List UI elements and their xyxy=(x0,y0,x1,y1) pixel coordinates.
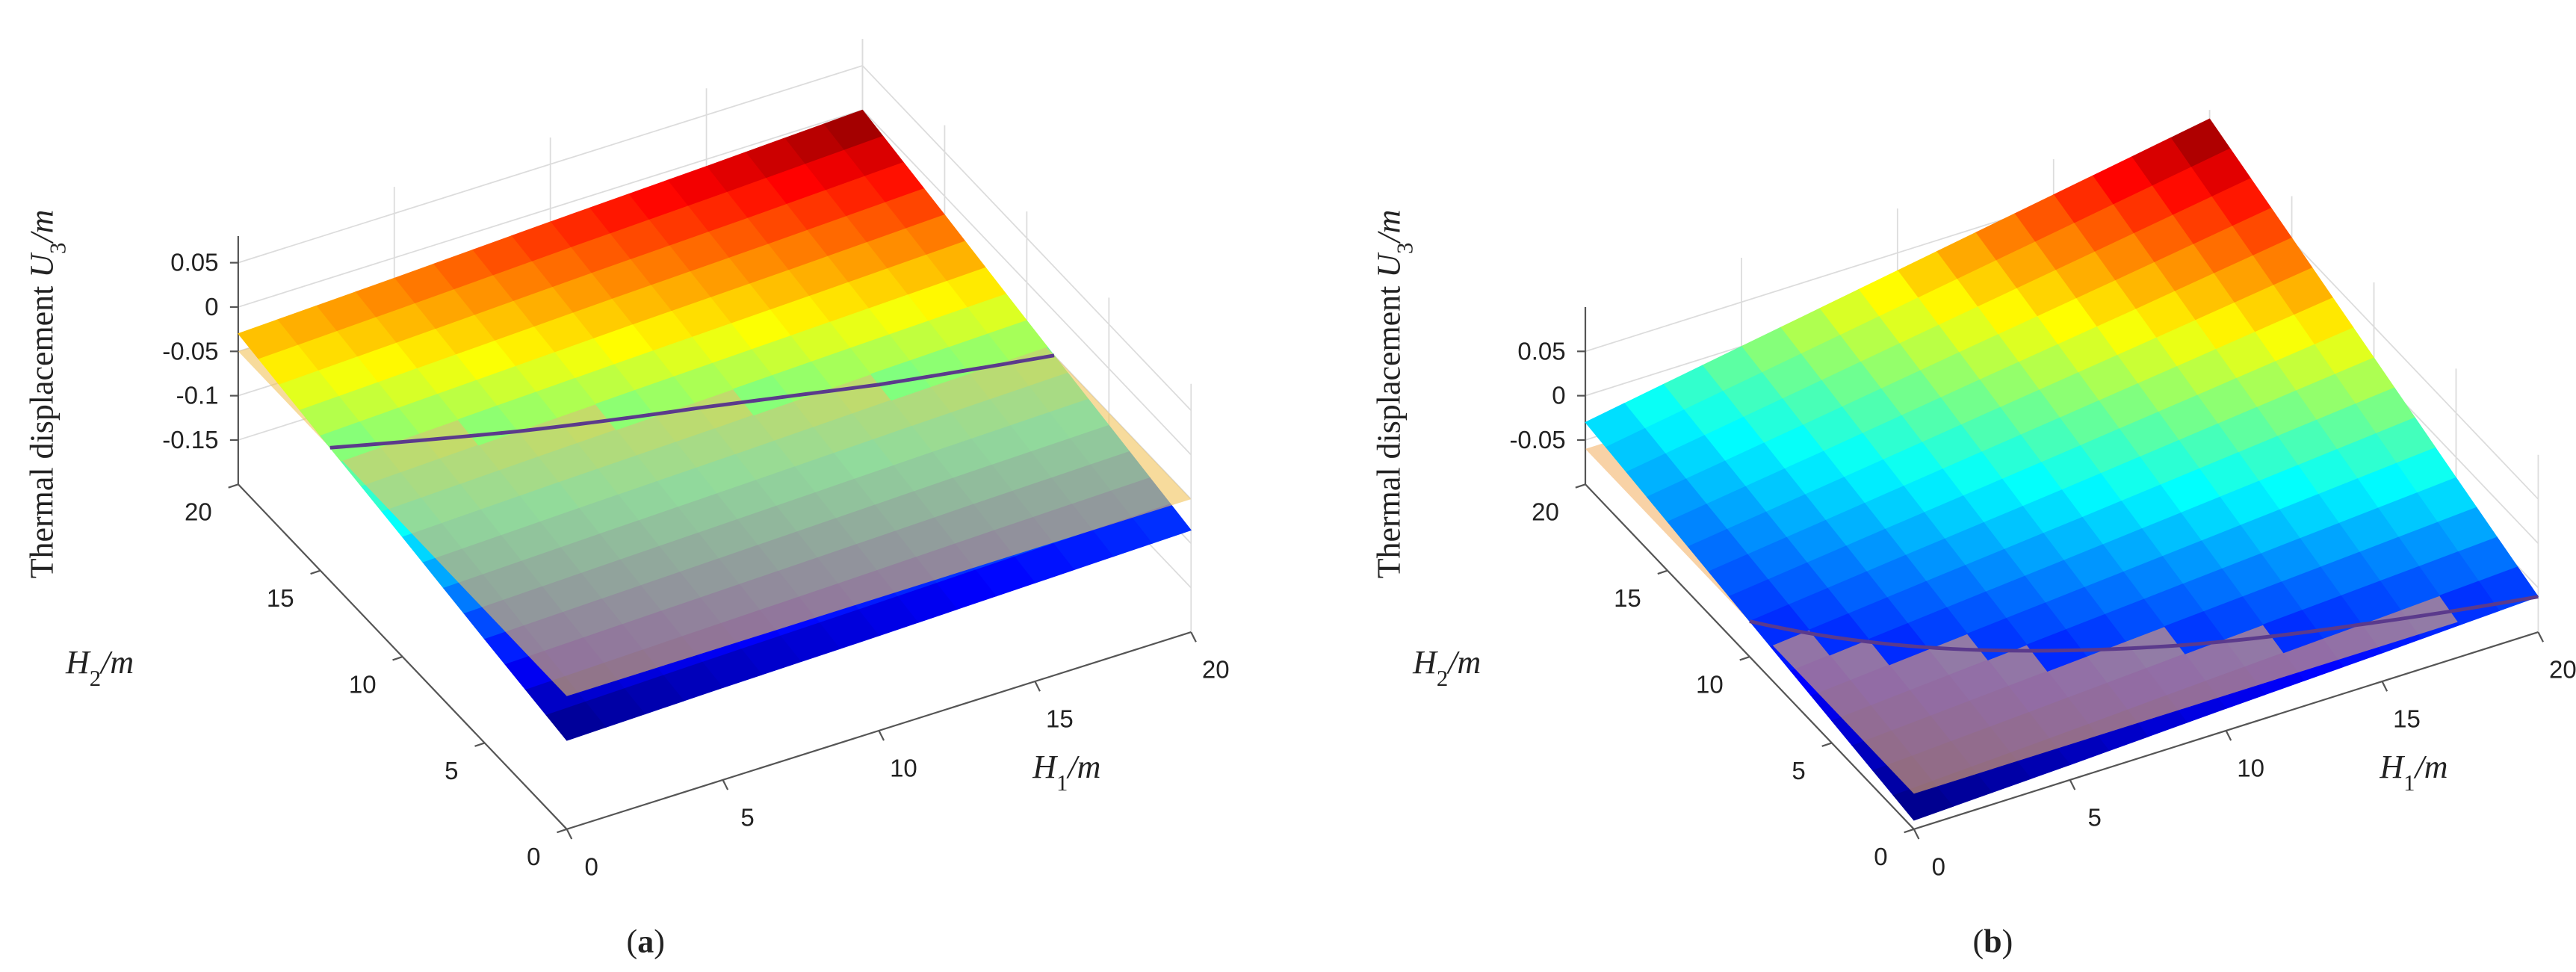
y-tick xyxy=(474,742,486,747)
z-axis-label: Thermal displacement U3/m xyxy=(1371,210,1418,579)
z-tick-label: -0.1 xyxy=(176,382,219,409)
x-axis-label-part: 1 xyxy=(1056,770,1068,796)
x-tick-label: 5 xyxy=(2088,803,2102,831)
x-tick-label: 10 xyxy=(2237,754,2264,781)
panel-label: (b) xyxy=(1972,923,2013,960)
x-tick xyxy=(2069,779,2076,790)
y-tick xyxy=(1821,742,1833,747)
x-axis-label-part: /m xyxy=(2413,749,2448,785)
y-tick xyxy=(392,656,403,661)
y-tick-label: 10 xyxy=(1696,670,1724,698)
y-axis-label-part: 2 xyxy=(1437,666,1448,691)
x-tick-label: 20 xyxy=(2549,656,2576,684)
y-tick xyxy=(557,828,567,834)
y-axis-label-part: H xyxy=(65,644,91,681)
x-tick-label: 10 xyxy=(890,754,917,781)
y-axis-label-part: H xyxy=(1412,644,1438,681)
x-tick xyxy=(1190,631,1197,643)
x-axis-label-part: H xyxy=(1032,749,1058,785)
x-tick xyxy=(566,829,573,840)
y-tick-label: 0 xyxy=(1874,843,1887,870)
y-tick-label: 20 xyxy=(1532,498,1559,526)
z-axis-label: Thermal displacement U3/m xyxy=(23,210,70,579)
x-tick xyxy=(878,730,885,741)
panel: 0 5 10 15 20 0 5 10 15 20 -0.15 -0.1 -0.05 0 0.05 Therm… xyxy=(23,39,1230,960)
x-tick xyxy=(2381,681,2388,692)
y-tick-label: 20 xyxy=(185,498,212,526)
intersection-curve xyxy=(329,353,1055,450)
z-tick-label: 0 xyxy=(205,293,218,321)
panel-label-part: ) xyxy=(2002,923,2013,960)
x-axis-label: H1/m xyxy=(1032,749,1100,796)
surface-cell xyxy=(2439,581,2500,625)
y-tick xyxy=(1904,828,1915,834)
x-tick-label: 0 xyxy=(584,852,598,880)
surface-cell xyxy=(1808,613,1870,656)
panel-label: (a) xyxy=(627,923,665,960)
x-tick-label: 20 xyxy=(1202,656,1230,684)
y-tick xyxy=(310,569,321,575)
z-axis-label-part: /m xyxy=(23,210,60,245)
z-axis-label-part: 3 xyxy=(45,243,70,254)
x-axis-label-part: /m xyxy=(1065,749,1100,785)
panel-label-part: ( xyxy=(1972,923,1984,960)
y-tick xyxy=(228,483,239,489)
surface-cell xyxy=(732,375,793,416)
y-tick-label: 5 xyxy=(445,757,458,784)
z-tick-label: -0.05 xyxy=(162,337,218,365)
y-tick-label: 15 xyxy=(1614,584,1641,612)
x-tick-label: 5 xyxy=(740,803,754,831)
y-axis-label-part: /m xyxy=(99,644,134,681)
surface-cell xyxy=(545,701,607,741)
y-tick xyxy=(1575,483,1586,489)
z-tick-label: 0 xyxy=(1552,382,1565,409)
z-axis-label-part: Thermal displacement xyxy=(23,278,60,579)
panel-label-part: a xyxy=(637,923,654,960)
x-tick xyxy=(2537,631,2545,643)
x-axis-label: H1/m xyxy=(2379,749,2447,796)
z-axis-label-part: /m xyxy=(1371,210,1408,245)
y-tick-label: 0 xyxy=(527,843,540,870)
panel: 0 5 10 15 20 0 5 10 15 20 -0.05 0 0.05 Thermal displa… xyxy=(1371,110,2576,960)
x-tick-label: 15 xyxy=(2393,705,2421,733)
panel-label-part: b xyxy=(1984,923,2001,960)
y-tick-label: 10 xyxy=(349,670,377,698)
y-tick-label: 15 xyxy=(267,584,294,612)
surface-cell xyxy=(2262,610,2323,654)
x-tick xyxy=(722,779,729,790)
x-axis-label-part: H xyxy=(2379,749,2405,785)
y-tick-label: 5 xyxy=(1792,757,1805,784)
x-axis-label-part: 1 xyxy=(2403,770,2415,796)
z-axis-label-part: 3 xyxy=(1393,243,1418,254)
x-tick-label: 15 xyxy=(1046,705,1074,733)
x-tick xyxy=(2225,730,2232,741)
intersection-curve xyxy=(1749,595,2539,653)
z-tick-label: -0.15 xyxy=(162,426,218,454)
z-tick-label: -0.05 xyxy=(1509,426,1565,454)
surface-cell xyxy=(320,421,381,462)
x-tick-label: 0 xyxy=(1932,852,1945,880)
z-axis-label-part: U xyxy=(23,252,60,278)
y-tick xyxy=(1657,569,1668,575)
z-axis-label-part: U xyxy=(1371,252,1408,278)
panel-label-part: ( xyxy=(627,923,638,960)
x-tick xyxy=(1034,681,1041,692)
grid-line xyxy=(238,64,1192,412)
y-axis-label-part: 2 xyxy=(90,666,101,691)
y-axis-label: H2/m xyxy=(1412,644,1481,691)
y-axis-label-part: /m xyxy=(1446,644,1481,681)
y-tick xyxy=(1739,656,1750,661)
z-axis-label-part: Thermal displacement xyxy=(1371,278,1408,579)
z-tick-label: 0.05 xyxy=(170,249,218,276)
x-tick xyxy=(1913,829,1920,840)
y-axis-label: H2/m xyxy=(65,644,134,691)
surface-cell xyxy=(1749,604,1810,647)
z-tick-label: 0.05 xyxy=(1517,337,1565,365)
panel-label-part: ) xyxy=(654,923,665,960)
